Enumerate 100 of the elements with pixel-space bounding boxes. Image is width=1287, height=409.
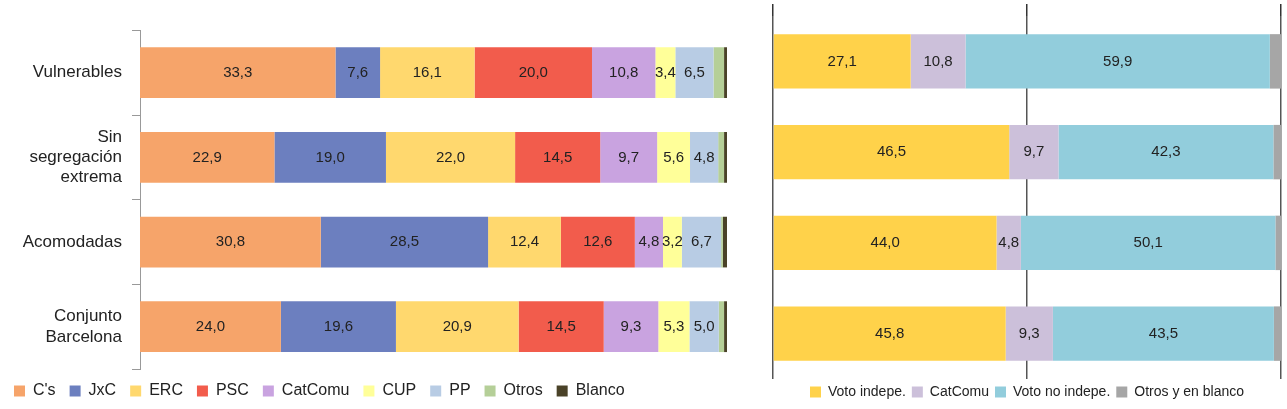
bar: [718, 301, 725, 353]
legend-label: PSC: [215, 381, 249, 399]
bar: [689, 301, 719, 353]
data-label: 4,8: [638, 232, 660, 250]
y-tick-label: Conjunto Barcelona: [45, 306, 123, 346]
bar: [1020, 215, 1276, 271]
legend-label: Otros y en blanco: [1134, 382, 1245, 399]
bar: [474, 47, 592, 99]
legend-label: JxC: [88, 381, 117, 399]
bar: [280, 301, 396, 353]
data-label: 20,0: [518, 62, 548, 80]
bar: [724, 47, 727, 99]
data-label: 44,0: [870, 233, 900, 251]
bar: [724, 131, 727, 183]
bar: [320, 216, 489, 268]
bar: [1275, 215, 1281, 271]
data-label: 27,1: [827, 51, 857, 69]
bar: [773, 124, 1010, 180]
bar: [591, 47, 656, 99]
bar: [773, 306, 1006, 361]
bar: [634, 216, 664, 268]
data-label: 22,0: [435, 147, 466, 165]
bar: [658, 301, 690, 353]
data-label: 4,8: [998, 233, 1020, 251]
data-label: 22,9: [192, 147, 222, 165]
data-label: 19,6: [323, 316, 354, 334]
bar: [380, 47, 475, 99]
data-label: 10,8: [609, 62, 639, 80]
data-label: 14,5: [543, 147, 573, 165]
data-label: 43,5: [1148, 323, 1178, 341]
data-label: 5,3: [663, 316, 685, 334]
legend-label: Blanco: [575, 381, 625, 399]
data-label: 46,5: [876, 142, 907, 160]
bar: [965, 34, 1270, 89]
data-label: 3,2: [661, 232, 683, 250]
bar: [773, 215, 997, 271]
y-tick-label: Vulnerables: [32, 62, 122, 82]
data-label: 42,3: [1151, 142, 1181, 160]
data-label: 12,6: [583, 232, 613, 250]
y-tick-label: Sin segregación extrema: [29, 126, 123, 187]
bar: [718, 131, 725, 183]
legend-label: Otros: [503, 381, 543, 399]
bar: [560, 216, 635, 268]
bar: [910, 34, 966, 89]
bar: [773, 34, 911, 89]
bar: [1273, 306, 1281, 361]
legend-label: CatComu: [281, 381, 350, 399]
legend-label: CUP: [382, 381, 417, 399]
data-label: 10,8: [923, 51, 953, 69]
bar: [681, 216, 722, 268]
data-label: 45,8: [875, 323, 905, 341]
y-tick-label: Acomodadas: [22, 231, 122, 251]
bar: [1009, 124, 1059, 180]
bar: [724, 301, 727, 353]
data-label: 28,5: [389, 232, 420, 250]
data-label: 7,6: [347, 62, 369, 80]
data-label: 59,9: [1103, 51, 1133, 69]
data-label: 30,8: [215, 232, 245, 250]
bar: [603, 301, 659, 353]
data-label: 4,8: [693, 147, 715, 165]
legend-label: PP: [449, 381, 471, 399]
bar: [274, 131, 386, 183]
legend-label: Voto indepe.: [827, 382, 906, 399]
bar: [140, 131, 275, 183]
bar: [600, 131, 658, 183]
data-label: 16,1: [412, 62, 442, 80]
bar: [722, 216, 727, 268]
bar: [690, 131, 719, 183]
data-label: 9,3: [1018, 323, 1040, 341]
bar: [518, 301, 604, 353]
bar: [675, 47, 714, 99]
bar: [655, 47, 676, 99]
bar: [657, 131, 691, 183]
bar: [335, 47, 381, 99]
bar: [1005, 306, 1053, 361]
data-label: 9,3: [620, 316, 642, 334]
bar: [140, 216, 321, 268]
bar: [1052, 306, 1274, 361]
bar: [1058, 124, 1274, 180]
legend-label: CatComu: [929, 382, 989, 399]
legend-label: ERC: [149, 381, 183, 399]
data-label: 3,4: [654, 62, 676, 80]
data-label: 5,6: [663, 147, 685, 165]
data-label: 12,4: [509, 232, 540, 250]
bar: [515, 131, 601, 183]
data-label: 14,5: [546, 316, 576, 334]
legend-label: C's: [33, 381, 56, 399]
data-label: 6,7: [691, 232, 712, 250]
bar: [1269, 34, 1281, 89]
bar: [140, 301, 281, 353]
data-label: 9,7: [1023, 142, 1045, 160]
data-label: 50,1: [1133, 233, 1163, 251]
data-label: 33,3: [223, 62, 253, 80]
bar: [140, 47, 336, 99]
bar: [1273, 124, 1281, 180]
data-label: 20,9: [442, 316, 472, 334]
data-label: 6,5: [683, 62, 705, 80]
data-label: 19,0: [315, 147, 345, 165]
bar: [713, 47, 725, 99]
bar: [385, 131, 516, 183]
